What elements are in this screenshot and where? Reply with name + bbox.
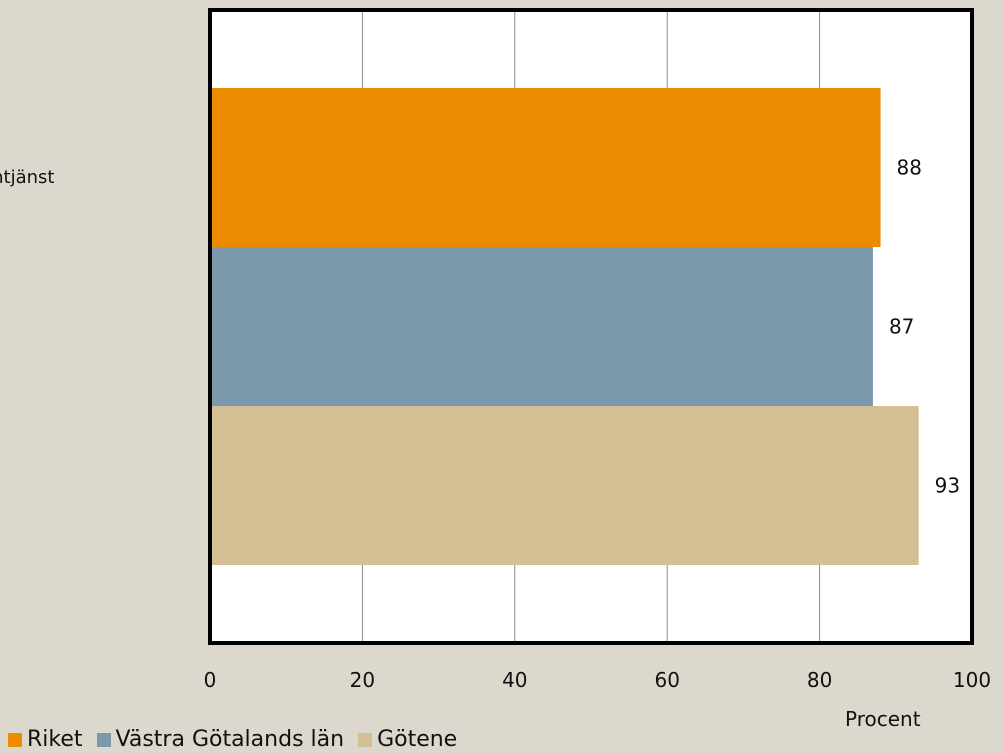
legend-item-gotene: Götene: [358, 727, 457, 752]
data-label: 93: [935, 474, 960, 498]
legend-swatch: [97, 733, 111, 747]
legend-item-vastra-gotalands-lan: Västra Götalands län: [97, 727, 345, 752]
bars: [210, 88, 919, 565]
legend-swatch: [358, 733, 372, 747]
x-tick-label: 100: [953, 668, 991, 692]
legend-label: Riket: [27, 727, 83, 752]
bar-g-tene: [210, 406, 919, 565]
x-tick-label: 0: [204, 668, 217, 692]
x-axis-title: Procent: [845, 707, 921, 731]
legend-label: Götene: [377, 727, 457, 752]
x-tick-labels: 0 20 40 60 80 100: [204, 668, 991, 692]
x-tick-label: 40: [502, 668, 527, 692]
legend: Riket Västra Götalands län Götene: [0, 726, 471, 753]
legend-swatch: [8, 733, 22, 747]
legend-item-riket: Riket: [8, 727, 83, 752]
x-tick-label: 20: [350, 668, 375, 692]
data-label: 87: [889, 315, 914, 339]
legend-label: Västra Götalands län: [116, 727, 345, 752]
bar-riket: [210, 88, 881, 247]
data-label: 88: [897, 156, 922, 180]
bar-v-stra-g-talands-l-n: [210, 247, 873, 406]
x-tick-label: 60: [654, 668, 679, 692]
x-tick-label: 80: [807, 668, 832, 692]
